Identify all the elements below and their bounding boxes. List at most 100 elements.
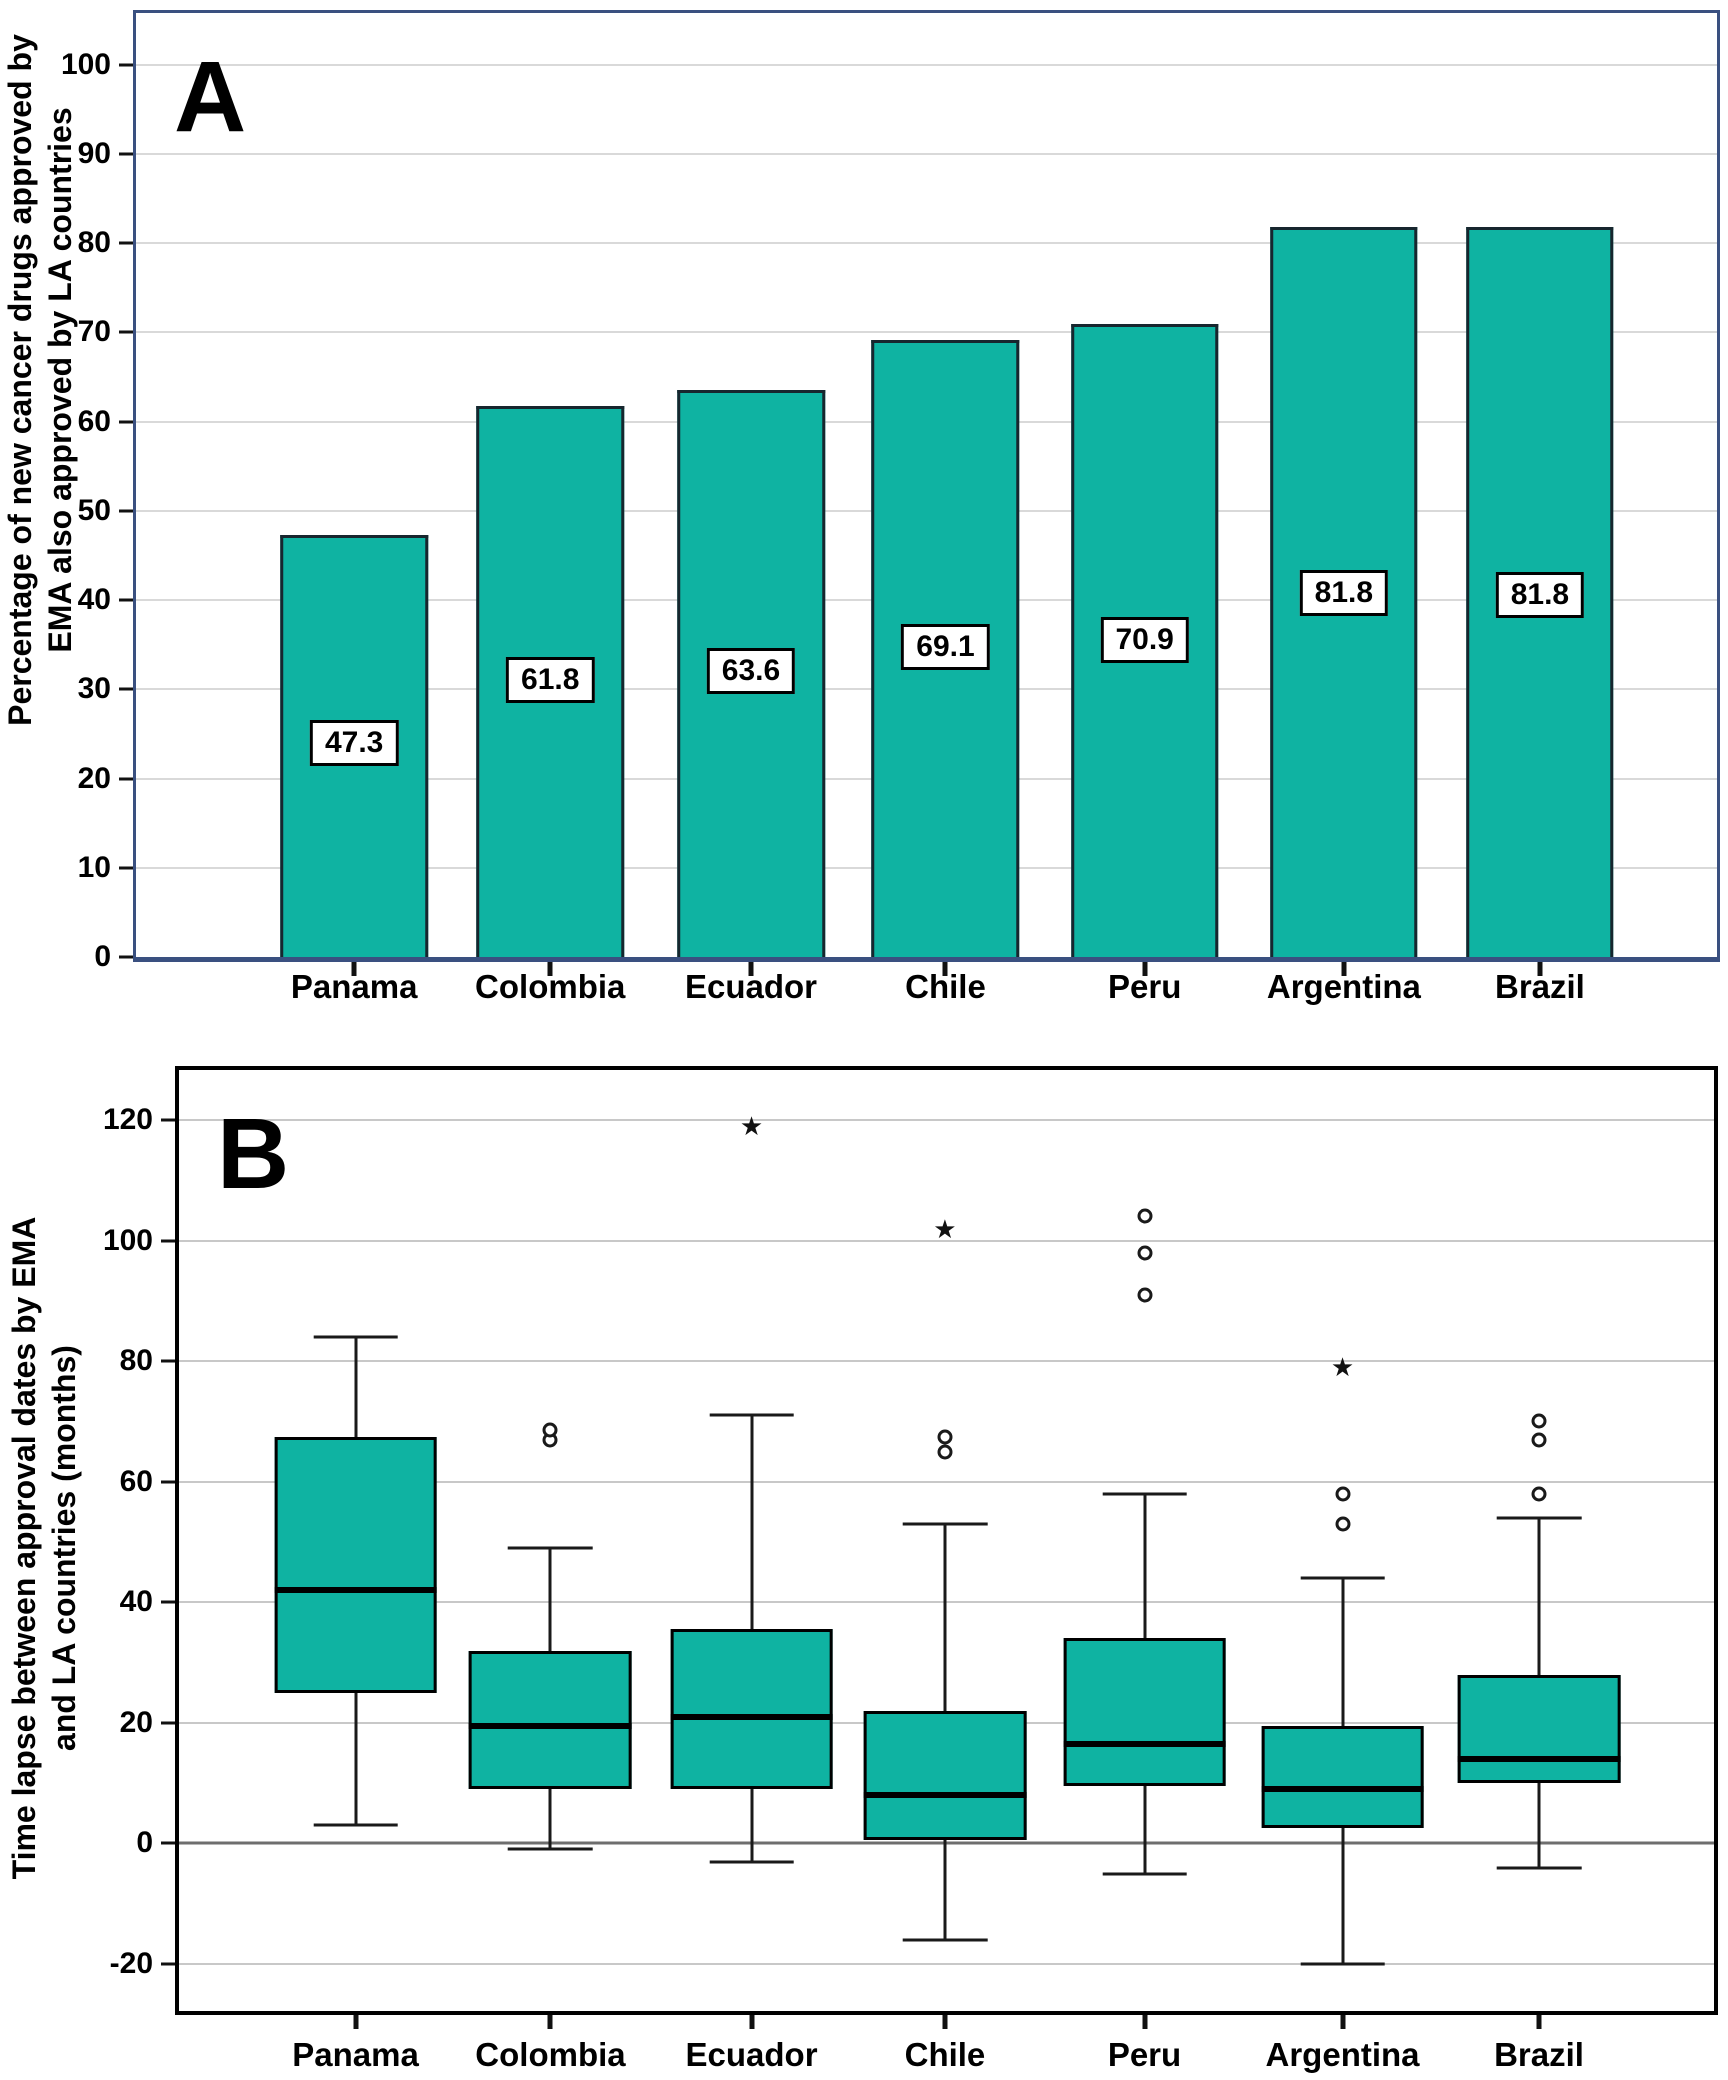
gridline — [136, 152, 1717, 155]
outlier-circle-chile — [937, 1444, 953, 1460]
box-brazil — [1457, 1674, 1621, 1784]
y-axis-tick — [161, 1721, 175, 1725]
whisker-cap-argentina — [1300, 1962, 1385, 1966]
gridline — [179, 1119, 1714, 1122]
y-axis-tick-label: 10 — [77, 850, 111, 884]
outlier-circle-argentina — [1335, 1486, 1351, 1502]
y-axis-tick-label: 20 — [119, 1705, 153, 1739]
x-axis-tick — [748, 962, 754, 976]
y-axis-tick — [119, 598, 133, 602]
whisker-cap-panama — [313, 1335, 398, 1339]
y-axis-tick-label: -20 — [109, 1946, 153, 1980]
box-peru — [1063, 1638, 1226, 1787]
x-axis-tick — [1142, 2015, 1147, 2029]
outlier-circle-chile — [937, 1429, 953, 1444]
whisker-cap-argentina — [1300, 1576, 1385, 1580]
y-axis-tick — [119, 866, 133, 870]
box-colombia — [469, 1650, 632, 1790]
y-axis-tick — [119, 955, 133, 959]
outlier-circle-brazil — [1531, 1413, 1547, 1429]
y-axis-tick — [119, 777, 133, 781]
whisker-cap-colombia — [508, 1847, 593, 1851]
x-axis-tick — [351, 962, 357, 976]
x-axis-category-label: Chile — [904, 2036, 986, 2073]
y-axis-tick — [119, 241, 133, 245]
y-axis-tick-label: 40 — [77, 583, 111, 617]
y-axis-tick — [161, 1118, 175, 1122]
y-axis-tick-label: 70 — [77, 315, 111, 349]
bar-value-label: 81.8 — [1495, 571, 1585, 618]
x-axis-category-label: Ecuador — [685, 2036, 818, 2073]
y-axis-tick-label: 30 — [77, 672, 111, 706]
outlier-circle-peru — [1137, 1208, 1152, 1224]
x-axis-category-label: Panama — [292, 2036, 419, 2073]
y-axis-tick — [119, 63, 133, 67]
y-axis-tick-label: 0 — [136, 1826, 153, 1860]
bar-value-label: 81.8 — [1299, 569, 1389, 616]
x-axis-category-label: Brazil — [1494, 2036, 1584, 2073]
bar-value-label: 69.1 — [901, 624, 990, 671]
box-argentina — [1261, 1725, 1424, 1829]
outlier-circle-argentina — [1335, 1516, 1351, 1532]
panel-a-y-axis-title: Percentage of new cancer drugs approved … — [0, 0, 84, 770]
x-axis-tick — [1340, 2015, 1346, 2029]
whisker-cap-chile — [902, 1938, 988, 1942]
median-line-colombia — [469, 1722, 632, 1729]
y-axis-tick — [119, 509, 133, 513]
median-line-argentina — [1261, 1786, 1424, 1793]
y-axis-tick — [161, 1359, 175, 1363]
median-line-brazil — [1457, 1756, 1621, 1763]
y-axis-tick — [119, 420, 133, 424]
box-panama — [274, 1436, 437, 1693]
panel-b-y-axis-title-line1: Time lapse between approval dates by EMA — [6, 1216, 42, 1880]
x-axis-category-label: Ecuador — [684, 968, 818, 1005]
bar-value-label: 47.3 — [309, 719, 399, 766]
x-axis-tick — [942, 962, 948, 976]
gridline — [179, 1601, 1714, 1604]
y-axis-tick-label: 120 — [102, 1103, 153, 1137]
y-axis-tick-label: 60 — [77, 404, 111, 438]
x-axis-tick — [547, 962, 553, 976]
outlier-circle-brazil — [1531, 1432, 1547, 1448]
x-axis-tick — [1536, 2015, 1542, 2029]
whisker-cap-chile — [902, 1522, 988, 1526]
whisker-cap-ecuador — [709, 1860, 794, 1863]
outlier-star-ecuador: ★ — [739, 1111, 764, 1142]
outlier-circle-peru — [1137, 1245, 1152, 1261]
median-line-ecuador — [670, 1713, 833, 1720]
outlier-circle-colombia — [542, 1422, 558, 1438]
bar-value-label: 61.8 — [506, 657, 595, 704]
zero-reference-line — [179, 1841, 1714, 1845]
whisker-cap-peru — [1102, 1872, 1187, 1876]
median-line-panama — [274, 1587, 437, 1594]
bar-value-label: 63.6 — [706, 648, 796, 695]
x-axis-tick — [1341, 962, 1347, 976]
x-axis-category-label: Brazil — [1494, 968, 1585, 1005]
panel-b-y-axis-title: Time lapse between approval dates by EMA… — [4, 1158, 88, 1938]
y-axis-tick — [161, 1480, 175, 1484]
y-axis-tick-label: 0 — [94, 940, 111, 973]
x-axis-category-label: Chile — [905, 968, 986, 1005]
gridline — [136, 242, 1717, 245]
y-axis-tick-label: 20 — [77, 761, 111, 795]
whisker-cap-colombia — [508, 1546, 593, 1550]
whisker-cap-ecuador — [709, 1413, 794, 1417]
x-axis-tick — [1537, 962, 1543, 976]
y-axis-tick — [161, 1841, 175, 1845]
bar-value-label: 70.9 — [1100, 617, 1189, 664]
y-axis-tick-label: 50 — [77, 493, 111, 527]
y-axis-tick — [119, 330, 133, 334]
panel-b-y-axis-title-line2: and LA countries (months) — [46, 1345, 82, 1751]
panel-a-y-axis-title-line1: Percentage of new cancer drugs approved … — [2, 34, 38, 726]
y-axis-tick — [119, 687, 133, 691]
whisker-cap-panama — [313, 1823, 398, 1827]
y-axis-tick — [119, 152, 133, 156]
y-axis-tick-label: 80 — [119, 1344, 153, 1378]
x-axis-tick — [1142, 962, 1148, 976]
x-axis-category-label: Argentina — [1266, 968, 1421, 1005]
median-line-peru — [1063, 1740, 1226, 1747]
x-axis-category-label: Argentina — [1265, 2036, 1420, 2073]
x-axis-tick — [547, 2015, 553, 2029]
x-axis-category-label: Colombia — [475, 968, 626, 1005]
